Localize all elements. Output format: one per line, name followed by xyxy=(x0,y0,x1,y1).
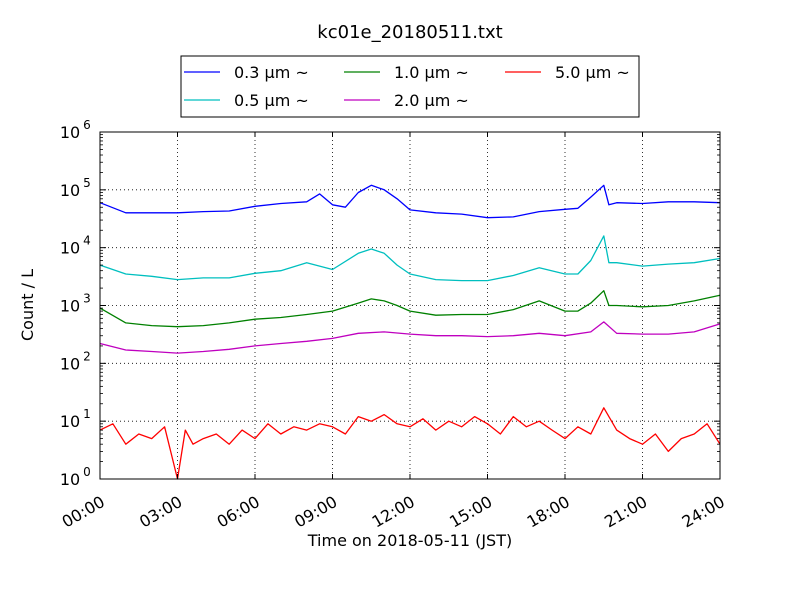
y-tick-label: 10 5 xyxy=(60,176,91,200)
y-axis-label: Count / L xyxy=(18,269,37,341)
y-tick-label-base: 10 xyxy=(60,239,80,258)
series-line-5 xyxy=(99,407,721,480)
y-tick-label-exponent: 5 xyxy=(83,176,91,190)
y-tick-label: 10 0 xyxy=(60,465,91,489)
x-axis-label: Time on 2018-05-11 (JST) xyxy=(307,531,512,550)
y-tick-label: 10 6 xyxy=(60,118,91,142)
y-tick-label: 10 1 xyxy=(60,407,91,431)
y-tick-label-base: 10 xyxy=(60,470,80,489)
series-line-4 xyxy=(99,321,721,354)
legend-label: 0.5 µm ~ xyxy=(234,91,309,110)
series-layer xyxy=(99,184,721,480)
y-tick-label-exponent: 4 xyxy=(83,234,91,248)
y-tick-label: 10 3 xyxy=(60,292,91,316)
legend-label: 2.0 µm ~ xyxy=(394,91,469,110)
legend: 0.3 µm ~ 0.5 µm ~ 1.0 µm ~ 2.0 µm ~ 5.0 µm ~ xyxy=(180,55,640,118)
y-tick-label-exponent: 0 xyxy=(83,465,91,479)
y-tick-label-base: 10 xyxy=(60,354,80,373)
legend-label: 0.3 µm ~ xyxy=(234,63,309,82)
y-tick-label-exponent: 6 xyxy=(83,118,91,132)
y-tick-label-exponent: 1 xyxy=(83,407,91,421)
y-tick-label-exponent: 2 xyxy=(83,349,91,363)
legend-label: 5.0 µm ~ xyxy=(555,63,630,82)
y-tick-label-base: 10 xyxy=(60,412,80,431)
y-tick-label: 10 2 xyxy=(60,349,91,373)
y-tick-label-base: 10 xyxy=(60,297,80,316)
chart-title: kc01e_20180511.txt xyxy=(317,22,502,43)
series-line-1 xyxy=(99,184,721,219)
legend-label: 1.0 µm ~ xyxy=(394,63,469,82)
series-line-3 xyxy=(99,290,721,328)
series-line-2 xyxy=(99,235,721,282)
y-tick-label-exponent: 3 xyxy=(83,292,91,306)
y-tick-label: 10 4 xyxy=(60,234,91,258)
legend-box xyxy=(180,55,640,118)
y-tick-label-base: 10 xyxy=(60,123,80,142)
y-tick-label-base: 10 xyxy=(60,181,80,200)
